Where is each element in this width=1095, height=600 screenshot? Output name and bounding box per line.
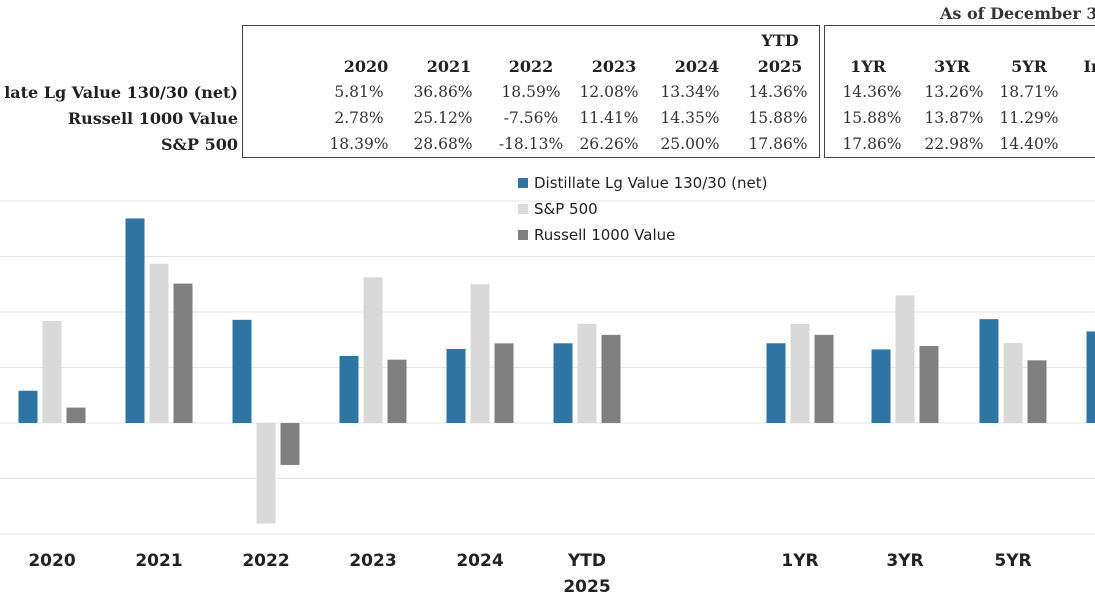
- table-column-header: 1YR: [850, 57, 886, 76]
- table-cell: 18.59%: [501, 83, 561, 101]
- bar: [895, 295, 915, 423]
- category-label: 5YR: [994, 551, 1031, 571]
- category-label: 2023: [349, 551, 396, 571]
- table-column-header: 3YR: [934, 57, 970, 76]
- bar: [42, 320, 62, 423]
- table-cell: 36.86%: [413, 83, 473, 101]
- table-box-trailing: [824, 25, 1095, 158]
- table-cell: 14.35%: [660, 109, 720, 127]
- category-label: 1YR: [781, 551, 818, 571]
- bar: [232, 319, 252, 423]
- category-label: 2024: [456, 551, 503, 571]
- legend-swatch: [518, 178, 528, 188]
- bar: [280, 423, 300, 465]
- table-cell: 14.36%: [748, 83, 808, 101]
- legend: Distillate Lg Value 130/30 (net) S&P 500 R…: [518, 174, 767, 244]
- legend-label: Russell 1000 Value: [534, 226, 675, 244]
- table-cell: 2.78%: [334, 109, 384, 127]
- table-cell: 5.81%: [334, 83, 384, 101]
- bar: [1086, 331, 1095, 423]
- bar: [553, 343, 573, 423]
- table-row-label: late Lg Value 130/30 (net): [4, 83, 238, 102]
- category-label: 2021: [135, 551, 182, 571]
- table-cell: 17.86%: [842, 135, 902, 153]
- table-cell: 28.68%: [413, 135, 473, 153]
- bar: [766, 343, 786, 423]
- bar: [1003, 343, 1023, 423]
- bar: [149, 263, 169, 423]
- bar: [18, 390, 38, 423]
- legend-label: S&P 500: [534, 200, 598, 218]
- table-column-header: In: [1083, 57, 1095, 76]
- as-of-date: As of December 3: [940, 4, 1095, 23]
- legend-label: Distillate Lg Value 130/30 (net): [534, 174, 767, 192]
- bar: [871, 349, 891, 423]
- category-label: 2025: [563, 577, 610, 597]
- table-cell: 13.87%: [924, 109, 984, 127]
- bar: [256, 423, 276, 524]
- table-box-annual: [242, 25, 820, 158]
- bar: [494, 343, 514, 423]
- table-cell: 12.08%: [579, 83, 639, 101]
- table-cell: 14.40%: [999, 135, 1059, 153]
- category-label: 2020: [28, 551, 75, 571]
- legend-swatch: [518, 230, 528, 240]
- bar: [125, 218, 145, 423]
- table-column-header-ytd: YTD: [761, 31, 799, 50]
- bar: [66, 407, 86, 423]
- table-cell: -7.56%: [503, 109, 559, 127]
- table-column-header: 2022: [508, 57, 554, 76]
- table-row-label: S&P 500: [161, 135, 238, 154]
- category-label: 3YR: [886, 551, 923, 571]
- table-column-header: 2024: [674, 57, 720, 76]
- bar: [387, 359, 407, 423]
- table-column-header-ytd: 2025: [757, 57, 803, 76]
- bar: [173, 283, 193, 423]
- table-cell: -18.13%: [498, 135, 564, 153]
- table-cell: 15.88%: [842, 109, 902, 127]
- table-column-header: 2021: [426, 57, 472, 76]
- table-cell: 13.26%: [924, 83, 984, 101]
- table-cell: 17.86%: [748, 135, 808, 153]
- table-cell: 22.98%: [924, 135, 984, 153]
- bar: [577, 323, 597, 423]
- bar: [339, 355, 359, 423]
- table-cell: 26.26%: [579, 135, 639, 153]
- bar: [814, 334, 834, 423]
- bars: [18, 218, 1095, 524]
- table-cell: 13.34%: [660, 83, 720, 101]
- returns-bar-chart: 20202021202220232024YTD20251YR3YR5YRIn D…: [0, 174, 1095, 597]
- table-cell: 18.71%: [999, 83, 1059, 101]
- category-label: 2022: [242, 551, 289, 571]
- bar: [363, 277, 383, 423]
- table-column-header: 5YR: [1011, 57, 1047, 76]
- table-cell: 15.88%: [748, 109, 808, 127]
- category-labels: 20202021202220232024YTD20251YR3YR5YRIn: [28, 551, 1031, 597]
- bar: [470, 284, 490, 423]
- bar: [1027, 360, 1047, 423]
- bar: [979, 319, 999, 423]
- table-column-header: 2020: [343, 57, 389, 76]
- table-cell: 11.41%: [579, 109, 639, 127]
- table-row-label: Russell 1000 Value: [67, 109, 238, 128]
- legend-swatch: [518, 204, 528, 214]
- table-cell: 14.36%: [842, 83, 902, 101]
- table-cell: 11.29%: [999, 109, 1059, 127]
- bar: [601, 334, 621, 423]
- table-cell: 25.00%: [660, 135, 720, 153]
- table-cell: 25.12%: [413, 109, 473, 127]
- bar: [790, 323, 810, 423]
- table-column-header: 2023: [591, 57, 637, 76]
- table-cell: 18.39%: [329, 135, 389, 153]
- category-label: YTD: [567, 551, 606, 571]
- bar: [919, 346, 939, 423]
- bar: [446, 348, 466, 423]
